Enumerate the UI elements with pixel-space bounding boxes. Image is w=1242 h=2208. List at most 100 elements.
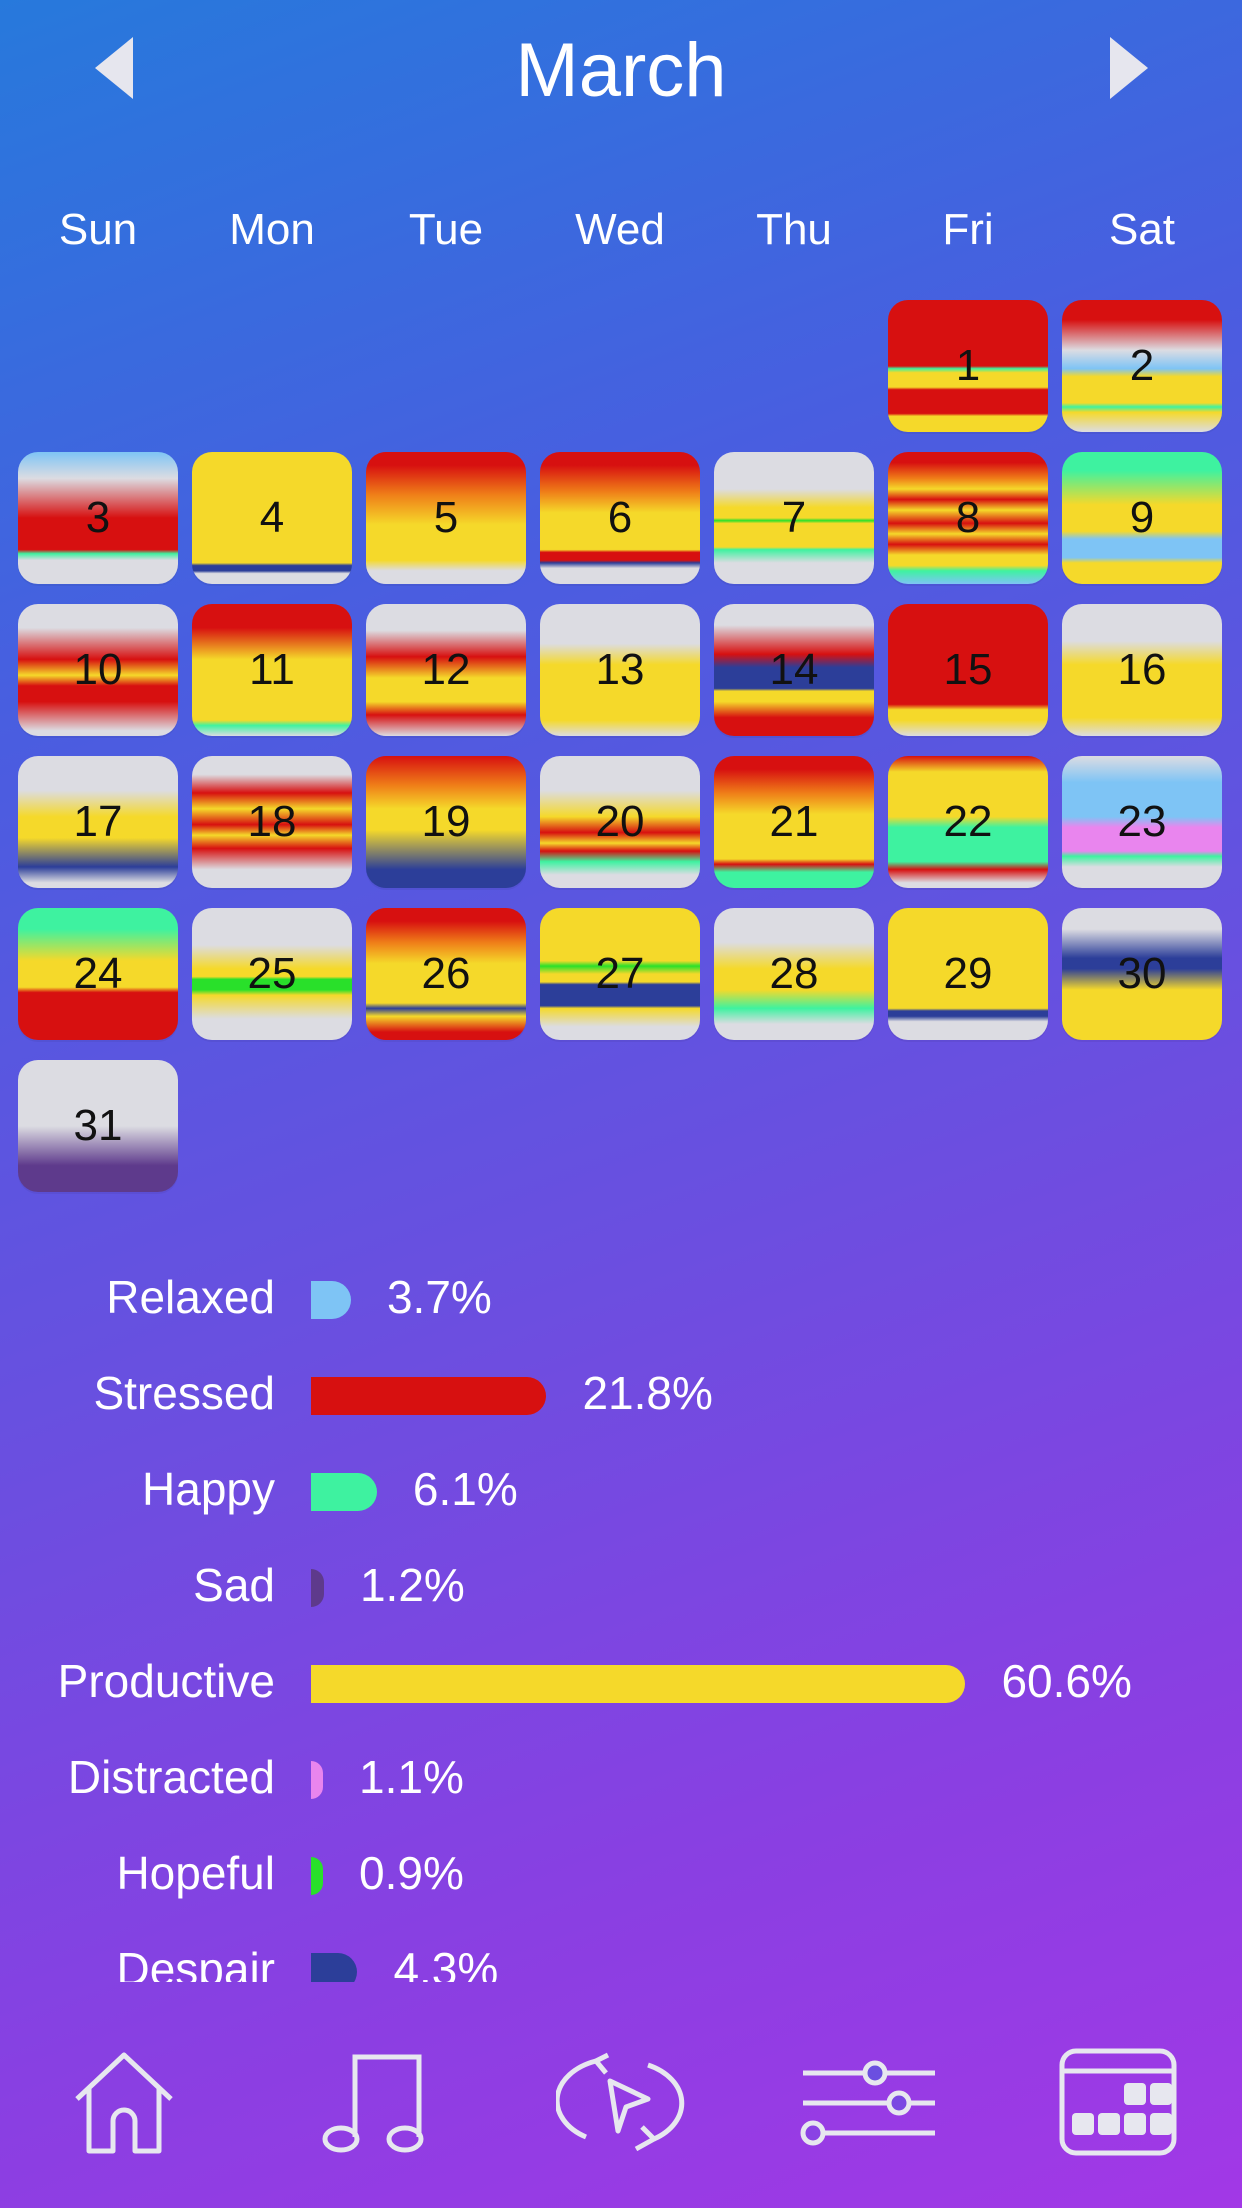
tab-bar <box>0 2000 1242 2208</box>
calendar-day-number: 7 <box>781 493 807 542</box>
mood-stat-value: 1.2% <box>359 1559 465 1611</box>
calendar-day-number: 15 <box>943 645 993 694</box>
calendar-day[interactable]: 4 <box>192 452 352 584</box>
play-cycle-icon <box>556 2052 685 2152</box>
calendar-day[interactable]: 15 <box>888 604 1048 736</box>
mood-stat-value: 0.9% <box>359 1847 464 1899</box>
weekday-label-tue: Tue <box>408 205 484 254</box>
calendar-day-number: 1 <box>955 341 981 390</box>
calendar-day-number: 22 <box>943 797 993 846</box>
tab-settings[interactable] <box>789 2022 949 2182</box>
calendar-day-number: 24 <box>73 949 123 998</box>
home-icon <box>75 2052 173 2154</box>
calendar-day[interactable]: 27 <box>540 908 700 1040</box>
calendar-day[interactable]: 3 <box>18 452 178 584</box>
weekday-label-thu: Thu <box>756 205 832 254</box>
calendar-day-number: 16 <box>1117 645 1167 694</box>
music-note-icon <box>322 2054 424 2153</box>
calendar-day[interactable]: 23 <box>1062 756 1222 888</box>
mood-stat-label: Relaxed <box>106 1271 275 1323</box>
previous-month-button[interactable] <box>78 32 148 104</box>
calendar-day[interactable]: 26 <box>366 908 526 1040</box>
calendar-day[interactable]: 21 <box>714 756 874 888</box>
calendar-day-number: 30 <box>1117 949 1167 998</box>
calendar-day-number: 10 <box>73 645 123 694</box>
calendar-day[interactable]: 18 <box>192 756 352 888</box>
calendar-day[interactable]: 1 <box>888 300 1048 432</box>
calendar-day[interactable]: 22 <box>888 756 1048 888</box>
mood-stat-sad: Sad 1.2% <box>0 1550 1242 1620</box>
calendar-day[interactable]: 7 <box>714 452 874 584</box>
header: March <box>0 0 1242 140</box>
calendar-day[interactable]: 12 <box>366 604 526 736</box>
calendar-day-number: 31 <box>73 1101 123 1150</box>
calendar-day[interactable]: 25 <box>192 908 352 1040</box>
calendar-day[interactable]: 9 <box>1062 452 1222 584</box>
tab-playback[interactable] <box>541 2022 701 2182</box>
mood-stat-label: Distracted <box>67 1751 275 1803</box>
calendar-day-number: 8 <box>955 493 981 542</box>
calendar-day[interactable]: 13 <box>540 604 700 736</box>
calendar-day[interactable]: 29 <box>888 908 1048 1040</box>
calendar-day[interactable]: 20 <box>540 756 700 888</box>
mood-stat-label: Despair <box>116 1943 275 1982</box>
weekday-header: Sun Mon Tue Wed Thu Fri Sat <box>18 200 1224 260</box>
mood-stat-bar <box>311 1281 351 1319</box>
mood-stat-bar <box>311 1569 324 1607</box>
month-title: March <box>515 28 727 113</box>
calendar-day-number: 13 <box>595 645 645 694</box>
calendar-day-number: 5 <box>433 493 459 542</box>
calendar-day-number: 26 <box>421 949 471 998</box>
mood-stat-value: 1.1% <box>359 1751 464 1803</box>
mood-stat-bar <box>311 1377 547 1415</box>
mood-stat-productive: Productive 60.6% <box>0 1646 1242 1716</box>
calendar-grid: 1 2 3 4 5 6 7 8 9 10 11 12 13 14 15 16 17 18 19 20 21 22 23 24 2… <box>18 300 1224 1200</box>
sliders-icon <box>800 2060 935 2146</box>
calendar-day-number: 6 <box>607 493 633 542</box>
calendar-day[interactable]: 2 <box>1062 300 1222 432</box>
calendar-day[interactable]: 11 <box>192 604 352 736</box>
calendar-day[interactable]: 30 <box>1062 908 1222 1040</box>
calendar-day-number: 25 <box>247 949 297 998</box>
calendar-day[interactable]: 19 <box>366 756 526 888</box>
mood-stat-label: Sad <box>193 1559 275 1611</box>
calendar-day-number: 4 <box>259 493 285 542</box>
mood-stat-value: 21.8% <box>582 1367 713 1419</box>
calendar-day[interactable]: 5 <box>366 452 526 584</box>
tab-home[interactable] <box>44 2022 204 2182</box>
calendar-day[interactable]: 14 <box>714 604 874 736</box>
calendar-day-number: 19 <box>421 797 471 846</box>
calendar-day[interactable]: 10 <box>18 604 178 736</box>
tab-calendar[interactable] <box>1038 2022 1198 2182</box>
calendar-day-number: 2 <box>1129 341 1155 390</box>
tab-music[interactable] <box>294 2022 454 2182</box>
calendar-day[interactable]: 31 <box>18 1060 178 1192</box>
calendar-day-number: 23 <box>1117 797 1167 846</box>
weekday-label-fri: Fri <box>942 205 994 254</box>
calendar-day-number: 29 <box>943 949 993 998</box>
chevron-left-icon <box>95 37 133 99</box>
calendar-grid-icon <box>1059 2048 1177 2156</box>
calendar-day-number: 14 <box>769 645 819 694</box>
calendar-day[interactable]: 28 <box>714 908 874 1040</box>
weekday-label-sun: Sun <box>58 205 138 254</box>
calendar-day[interactable]: 6 <box>540 452 700 584</box>
calendar-day[interactable]: 8 <box>888 452 1048 584</box>
calendar-day-number: 20 <box>595 797 645 846</box>
calendar-day-number: 28 <box>769 949 819 998</box>
mood-stat-relaxed: Relaxed 3.7% <box>0 1262 1242 1332</box>
mood-stat-value: 6.1% <box>412 1463 518 1515</box>
mood-stat-bar <box>311 1473 377 1511</box>
mood-stats: Relaxed 3.7% Stressed 21.8% Happy 6.1% Sad 1.2%… <box>0 1262 1242 1982</box>
mood-stat-bar <box>311 1857 323 1895</box>
calendar-day[interactable]: 17 <box>18 756 178 888</box>
mood-stat-value: 60.6% <box>1001 1655 1132 1707</box>
mood-stat-bar <box>311 1665 966 1703</box>
calendar-day[interactable]: 24 <box>18 908 178 1040</box>
calendar-day-number: 21 <box>769 797 819 846</box>
calendar-day-number: 17 <box>73 797 123 846</box>
next-month-button[interactable] <box>1095 32 1165 104</box>
weekday-label-sat: Sat <box>1108 205 1176 254</box>
calendar-day[interactable]: 16 <box>1062 604 1222 736</box>
mood-stat-value: 4.3% <box>393 1943 499 1982</box>
